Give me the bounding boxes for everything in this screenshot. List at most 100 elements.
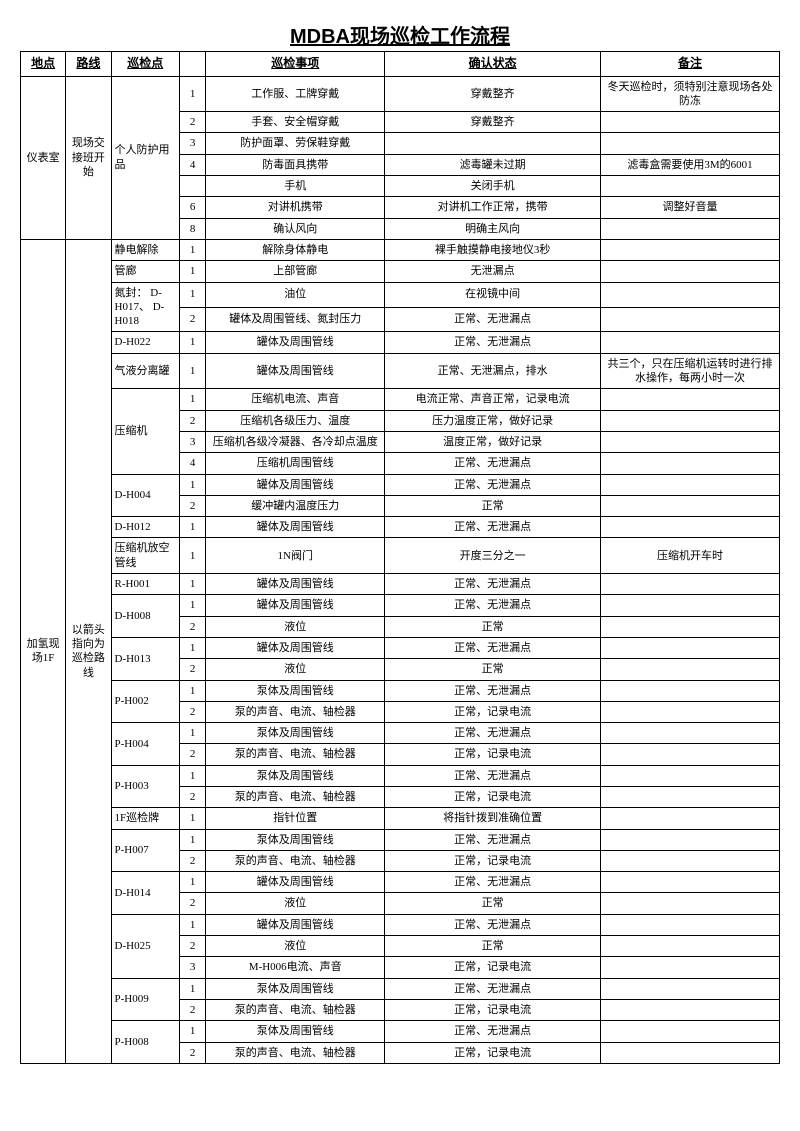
n-cell bbox=[179, 176, 205, 197]
note-cell bbox=[601, 176, 780, 197]
item-cell: 对讲机携带 bbox=[206, 197, 385, 218]
status-cell: 正常 bbox=[385, 616, 601, 637]
status-cell: 正常、无泄漏点 bbox=[385, 723, 601, 744]
n-cell: 1 bbox=[179, 353, 205, 389]
table-row: P-H0071泵体及周围管线正常、无泄漏点 bbox=[21, 829, 780, 850]
n-cell: 2 bbox=[179, 616, 205, 637]
note-cell bbox=[601, 495, 780, 516]
note-cell: 共三个，只在压缩机运转时进行排水操作，每两小时一次 bbox=[601, 353, 780, 389]
status-cell bbox=[385, 133, 601, 154]
status-cell: 在视镜中间 bbox=[385, 282, 601, 307]
note-cell bbox=[601, 744, 780, 765]
n-cell: 1 bbox=[179, 76, 205, 112]
n-cell: 2 bbox=[179, 936, 205, 957]
note-cell bbox=[601, 474, 780, 495]
status-cell: 正常，记录电流 bbox=[385, 999, 601, 1020]
checkpoint-cell: P-H002 bbox=[111, 680, 179, 723]
item-cell: 泵体及周围管线 bbox=[206, 723, 385, 744]
table-row: D-H0141罐体及周围管线正常、无泄漏点 bbox=[21, 872, 780, 893]
item-cell: 液位 bbox=[206, 616, 385, 637]
n-cell: 1 bbox=[179, 808, 205, 829]
n-cell: 1 bbox=[179, 765, 205, 786]
status-cell: 正常、无泄漏点 bbox=[385, 914, 601, 935]
table-row: 压缩机1压缩机电流、声音电流正常、声音正常，记录电流 bbox=[21, 389, 780, 410]
n-cell: 2 bbox=[179, 893, 205, 914]
note-cell bbox=[601, 808, 780, 829]
table-row: P-H0021泵体及周围管线正常、无泄漏点 bbox=[21, 680, 780, 701]
column-header: 备注 bbox=[601, 52, 780, 77]
n-cell: 2 bbox=[179, 112, 205, 133]
status-cell: 正常、无泄漏点，排水 bbox=[385, 353, 601, 389]
n-cell: 4 bbox=[179, 453, 205, 474]
n-cell: 1 bbox=[179, 261, 205, 282]
route-cell: 现场交接班开始 bbox=[66, 76, 111, 239]
note-cell bbox=[601, 872, 780, 893]
n-cell: 3 bbox=[179, 133, 205, 154]
status-cell: 正常、无泄漏点 bbox=[385, 978, 601, 999]
checkpoint-cell: 压缩机放空管线 bbox=[111, 538, 179, 574]
status-cell: 压力温度正常，做好记录 bbox=[385, 410, 601, 431]
n-cell: 2 bbox=[179, 307, 205, 332]
item-cell: 罐体及周围管线 bbox=[206, 595, 385, 616]
checkpoint-cell: D-H014 bbox=[111, 872, 179, 915]
note-cell bbox=[601, 829, 780, 850]
note-cell bbox=[601, 957, 780, 978]
checkpoint-cell: D-H025 bbox=[111, 914, 179, 978]
item-cell: 指针位置 bbox=[206, 808, 385, 829]
note-cell: 滤毒盒需要使用3M的6001 bbox=[601, 154, 780, 175]
inspection-table: 地点路线巡检点巡检事项确认状态备注 仪表室现场交接班开始个人防护用品1工作服、工… bbox=[20, 51, 780, 1064]
checkpoint-cell: P-H004 bbox=[111, 723, 179, 766]
status-cell: 电流正常、声音正常，记录电流 bbox=[385, 389, 601, 410]
item-cell: M-H006电流、声音 bbox=[206, 957, 385, 978]
note-cell bbox=[601, 410, 780, 431]
note-cell bbox=[601, 850, 780, 871]
checkpoint-cell: 氮封： D-H017、 D-H018 bbox=[111, 282, 179, 332]
status-cell: 正常、无泄漏点 bbox=[385, 765, 601, 786]
route-cell: 以箭头指向为巡检路线 bbox=[66, 239, 111, 1063]
table-row: D-H0251罐体及周围管线正常、无泄漏点 bbox=[21, 914, 780, 935]
checkpoint-cell: D-H012 bbox=[111, 517, 179, 538]
checkpoint-cell: P-H008 bbox=[111, 1021, 179, 1064]
n-cell: 2 bbox=[179, 495, 205, 516]
note-cell: 冬天巡检时，须特别注意现场各处防冻 bbox=[601, 76, 780, 112]
note-cell bbox=[601, 517, 780, 538]
column-header: 巡检事项 bbox=[206, 52, 385, 77]
item-cell: 罐体及周围管线、氮封压力 bbox=[206, 307, 385, 332]
column-header: 巡检点 bbox=[111, 52, 179, 77]
status-cell: 裸手触摸静电接地仪3秒 bbox=[385, 239, 601, 260]
note-cell bbox=[601, 239, 780, 260]
status-cell: 正常、无泄漏点 bbox=[385, 453, 601, 474]
status-cell: 正常，记录电流 bbox=[385, 850, 601, 871]
n-cell: 1 bbox=[179, 574, 205, 595]
item-cell: 液位 bbox=[206, 893, 385, 914]
n-cell: 2 bbox=[179, 410, 205, 431]
status-cell: 正常、无泄漏点 bbox=[385, 332, 601, 353]
status-cell: 正常、无泄漏点 bbox=[385, 595, 601, 616]
status-cell: 将指针拨到准确位置 bbox=[385, 808, 601, 829]
note-cell bbox=[601, 936, 780, 957]
status-cell: 穿戴整齐 bbox=[385, 112, 601, 133]
n-cell: 1 bbox=[179, 474, 205, 495]
status-cell: 正常、无泄漏点 bbox=[385, 307, 601, 332]
n-cell: 6 bbox=[179, 197, 205, 218]
n-cell: 1 bbox=[179, 914, 205, 935]
status-cell: 正常、无泄漏点 bbox=[385, 680, 601, 701]
note-cell bbox=[601, 723, 780, 744]
n-cell: 1 bbox=[179, 538, 205, 574]
item-cell: 防护面罩、劳保鞋穿戴 bbox=[206, 133, 385, 154]
note-cell bbox=[601, 914, 780, 935]
item-cell: 压缩机各级压力、温度 bbox=[206, 410, 385, 431]
checkpoint-cell: 静电解除 bbox=[111, 239, 179, 260]
table-row: D-H0221罐体及周围管线正常、无泄漏点 bbox=[21, 332, 780, 353]
checkpoint-cell: D-H008 bbox=[111, 595, 179, 638]
note-cell bbox=[601, 786, 780, 807]
n-cell: 1 bbox=[179, 872, 205, 893]
n-cell: 1 bbox=[179, 637, 205, 658]
note-cell bbox=[601, 218, 780, 239]
n-cell: 1 bbox=[179, 332, 205, 353]
note-cell: 调整好音量 bbox=[601, 197, 780, 218]
note-cell bbox=[601, 112, 780, 133]
item-cell: 1N阀门 bbox=[206, 538, 385, 574]
item-cell: 手套、安全帽穿戴 bbox=[206, 112, 385, 133]
status-cell: 正常、无泄漏点 bbox=[385, 474, 601, 495]
